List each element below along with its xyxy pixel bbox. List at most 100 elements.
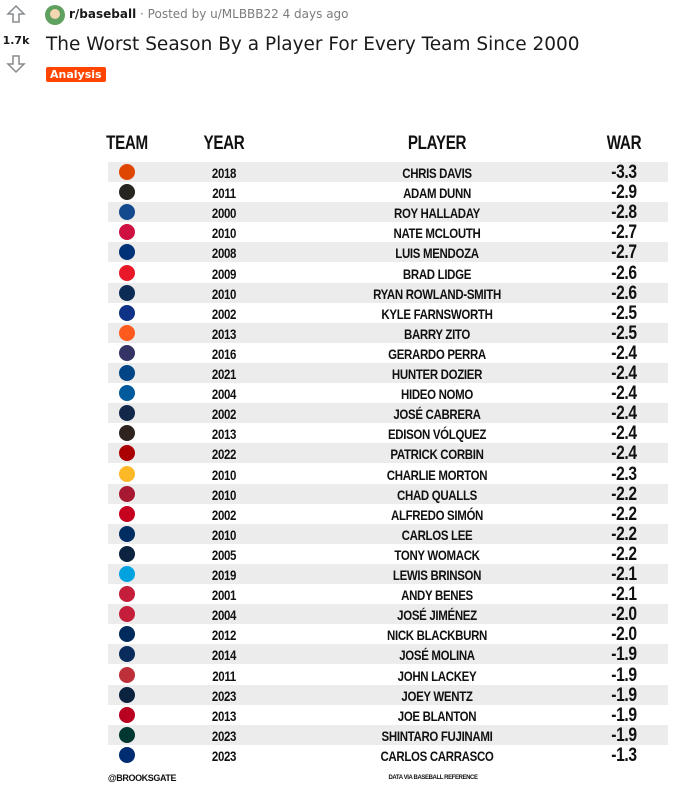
year: 2008 <box>211 245 237 262</box>
team-logo <box>119 344 135 361</box>
post-title[interactable]: The Worst Season By a Player For Every T… <box>46 34 580 55</box>
player: BRAD LIDGE <box>402 265 472 282</box>
year: 2022 <box>211 446 237 463</box>
player: EDISON VÓLQUEZ <box>387 426 487 443</box>
downvote[interactable] <box>6 54 26 74</box>
war: -1.9 <box>611 684 637 706</box>
player: HIDEO NOMO <box>401 386 473 403</box>
flair[interactable]: Analysis <box>46 67 106 82</box>
war: -2.4 <box>611 403 637 425</box>
year: 2010 <box>211 225 237 242</box>
war: -2.6 <box>611 262 637 284</box>
war: -3.3 <box>611 162 637 183</box>
war: -1.9 <box>611 664 637 686</box>
row-band <box>108 363 668 384</box>
team-logo <box>119 445 135 462</box>
year: 2013 <box>211 325 237 342</box>
player: JOE BLANTON <box>397 707 477 724</box>
war: -2.6 <box>611 282 637 304</box>
year: 2011 <box>212 185 236 202</box>
player: JOHN LACKEY <box>397 667 477 684</box>
subreddit-icon[interactable] <box>45 5 65 25</box>
war: -2.8 <box>611 202 637 224</box>
team-logo <box>119 485 135 502</box>
team-logo <box>119 244 135 261</box>
war: -2.4 <box>611 443 637 465</box>
war: -1.9 <box>611 704 637 726</box>
row-band <box>108 724 668 745</box>
player: NATE MCLOUTH <box>393 225 481 242</box>
team-logo <box>119 224 135 241</box>
team-logo <box>119 566 135 582</box>
year: 2002 <box>211 305 237 322</box>
war: -1.9 <box>611 644 637 666</box>
year: 2023 <box>211 747 237 764</box>
year: 2009 <box>211 265 237 282</box>
upvote[interactable] <box>6 4 26 24</box>
war: -2.2 <box>611 543 637 565</box>
player: NICK BLACKBURN <box>386 627 488 644</box>
row-band <box>108 162 668 183</box>
year: 2012 <box>211 627 237 644</box>
player: RYAN ROWLAND-SMITH <box>373 285 501 302</box>
team-logo <box>119 264 135 281</box>
team-logo <box>119 626 135 643</box>
war: -2.3 <box>611 463 637 485</box>
team-logo <box>119 525 135 542</box>
war: -2.0 <box>611 604 637 626</box>
player: LUIS MENDOZA <box>395 245 479 262</box>
player: JOSÉ CABRERA <box>393 406 481 423</box>
team-logo <box>119 746 135 763</box>
row-band <box>108 644 668 665</box>
year: 2010 <box>211 526 237 543</box>
year: 2010 <box>211 285 237 302</box>
year: 2010 <box>211 486 237 503</box>
war: -2.1 <box>611 584 637 606</box>
year: 2000 <box>211 205 237 222</box>
team-logo <box>119 666 135 683</box>
team-logo <box>119 646 135 663</box>
column-header: PLAYER <box>407 133 467 154</box>
player: HUNTER DOZIER <box>391 366 483 382</box>
year: 2023 <box>211 727 237 744</box>
credit: @BROOKSGATE <box>107 773 177 783</box>
war: -2.5 <box>611 302 637 324</box>
player: ANDY BENES <box>401 587 473 604</box>
year: 2002 <box>211 506 237 523</box>
row-band <box>108 322 668 343</box>
player: SHINTARO FUJINAMI <box>381 727 493 744</box>
separator: · <box>140 7 144 21</box>
team-logo <box>119 385 135 402</box>
war: -2.4 <box>611 342 637 364</box>
post-time: 4 days ago <box>282 7 349 21</box>
war: -1.9 <box>611 724 637 746</box>
team-logo <box>119 686 135 703</box>
war: -1.3 <box>611 744 637 766</box>
row-band <box>108 604 668 625</box>
row-band <box>108 564 668 585</box>
war: -2.5 <box>611 322 637 344</box>
team-logo <box>119 405 135 422</box>
year: 2013 <box>211 426 237 443</box>
war: -2.7 <box>611 242 637 264</box>
team-logo <box>119 304 135 321</box>
year: 2001 <box>211 587 237 604</box>
row-band <box>108 242 668 263</box>
war: -2.2 <box>611 483 637 505</box>
war: -2.1 <box>611 564 637 585</box>
war: -2.4 <box>611 383 637 405</box>
player: CHAD QUALLS <box>397 486 477 503</box>
subreddit-link[interactable]: r/baseball <box>69 7 137 21</box>
year: 2018 <box>211 165 237 181</box>
year: 2019 <box>211 567 237 583</box>
player: ADAM DUNN <box>403 185 471 202</box>
player: LEWIS BRINSON <box>392 567 482 583</box>
source: DATA VIA BASEBALL REFERENCE <box>388 775 478 781</box>
author[interactable]: Posted by u/MLBBB22 <box>147 7 279 21</box>
year: 2013 <box>211 707 237 724</box>
team-logo <box>119 706 135 723</box>
player: TONY WOMACK <box>394 546 480 563</box>
war: -2.4 <box>611 363 637 384</box>
